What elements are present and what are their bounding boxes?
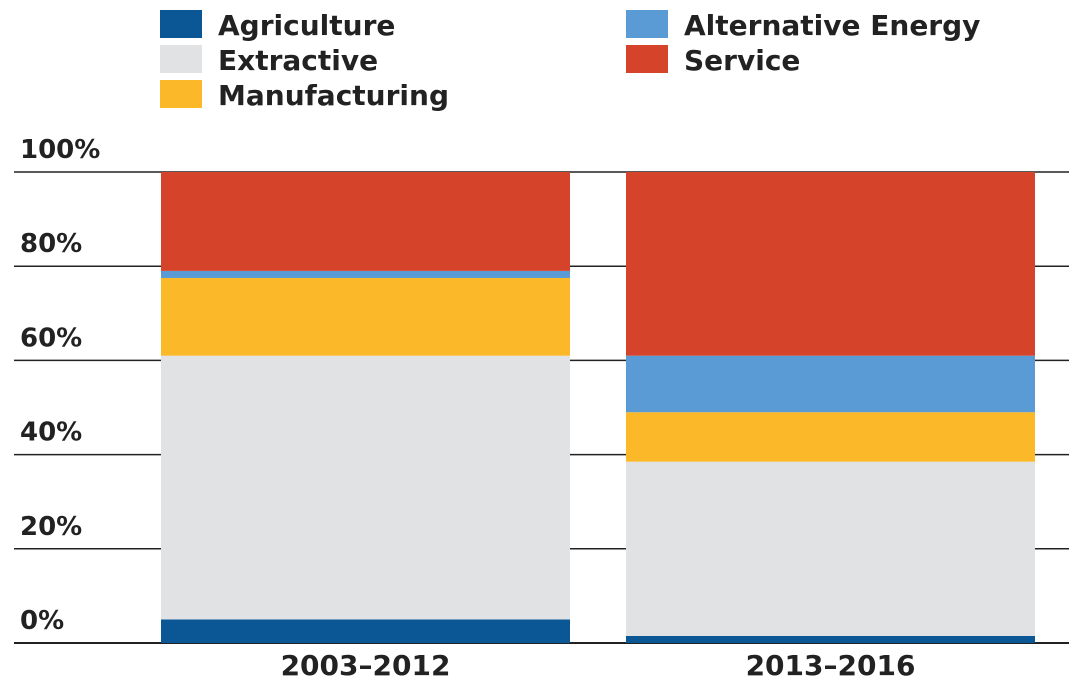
legend: Agriculture Alternative Energy Extractive S… (160, 9, 980, 112)
bar-segment-extractive-2003-2012 (161, 355, 570, 620)
legend-item-extractive: Extractive (160, 44, 378, 77)
bar-segment-agriculture-2013-2016 (626, 635, 1035, 643)
bar-segment-manufacturing-2003-2012 (161, 277, 570, 356)
y-tick-label: 40% (20, 418, 82, 448)
bar-segment-service-2013-2016 (626, 172, 1035, 356)
legend-swatch (160, 45, 202, 73)
legend-swatch (160, 80, 202, 108)
y-tick-label: 80% (20, 229, 82, 259)
legend-label: Alternative Energy (684, 9, 980, 42)
legend-label: Manufacturing (218, 79, 449, 112)
legend-label: Service (684, 44, 800, 77)
bar-segment-extractive-2013-2016 (626, 461, 1035, 636)
legend-label: Agriculture (218, 9, 395, 42)
y-tick-label: 0% (20, 606, 64, 636)
y-tick-label: 100% (20, 135, 100, 165)
y-tick-label: 60% (20, 323, 82, 353)
y-axis-ticks: 0% 20% 40% 60% 80% 100% (20, 135, 100, 636)
legend-label: Extractive (218, 44, 378, 77)
legend-item-alternative-energy: Alternative Energy (626, 9, 980, 42)
legend-item-service: Service (626, 44, 800, 77)
bar-segment-service-2003-2012 (161, 172, 570, 271)
bar-segment-alternative-energy-2013-2016 (626, 355, 1035, 413)
x-axis-labels: 2003–2012 2013–2016 (281, 649, 916, 679)
y-tick-label: 20% (20, 512, 82, 542)
bar-segment-agriculture-2003-2012 (161, 619, 570, 643)
bar-segment-manufacturing-2013-2016 (626, 412, 1035, 462)
legend-item-manufacturing: Manufacturing (160, 79, 449, 112)
x-category-label: 2013–2016 (746, 649, 916, 679)
bars (161, 172, 1035, 643)
legend-swatch (626, 10, 668, 38)
legend-swatch (160, 10, 202, 38)
legend-item-agriculture: Agriculture (160, 9, 395, 42)
x-category-label: 2003–2012 (281, 649, 451, 679)
legend-swatch (626, 45, 668, 73)
bar-segment-alternative-energy-2003-2012 (161, 270, 570, 278)
